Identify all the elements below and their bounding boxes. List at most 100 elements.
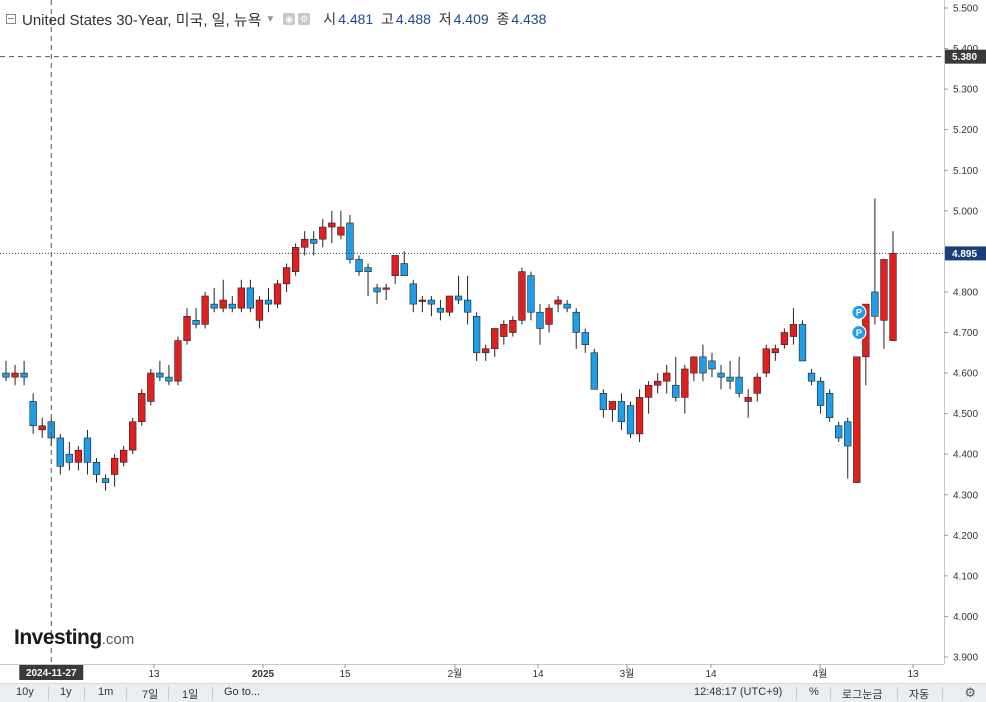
ohlc-readout: 시 4.481 고 4.488 저 4.409 종 4.438 — [323, 9, 546, 29]
crosshair-date-label: 2024-11-27 — [26, 668, 77, 679]
toolbar-divider — [212, 687, 213, 700]
investing-logo: Investing.com — [14, 626, 134, 650]
percent-toggle[interactable]: % — [809, 686, 819, 698]
price-tick-label: 5.500 — [953, 4, 978, 15]
time-axis[interactable]: 13 2025 15 2월 14 3월 14 4월 13 2024-11-27 — [0, 664, 944, 680]
candle-up — [789, 324, 798, 337]
candle-down — [2, 372, 10, 378]
candle-up — [74, 449, 83, 463]
candle-down — [165, 376, 173, 382]
price-tick-label: 4.100 — [953, 571, 978, 582]
price-tick-label: 4.300 — [953, 490, 978, 501]
candle-down — [473, 315, 481, 354]
time-tick-label: 2025 — [252, 669, 275, 680]
instrument-title: United States 30-Year, 미국, 일, 뉴욕 — [22, 11, 262, 29]
bottom-toolbar: 10y 1y 1m 7일 1일 Go to... 12:48:17 (UTC+9… — [0, 683, 986, 702]
time-tick-label: 2월 — [448, 668, 463, 680]
candle-down — [463, 299, 472, 313]
event-marker-icon[interactable] — [851, 324, 867, 341]
goto-button[interactable]: Go to... — [224, 686, 261, 698]
price-tick-label: 4.800 — [953, 287, 978, 298]
chart-area[interactable]: PP 5.5005.4005.3005.2005.1005.0004.9004.… — [0, 0, 986, 683]
candles-layer — [2, 198, 897, 491]
collapse-icon[interactable] — [6, 14, 16, 24]
price-tick-label: 3.900 — [953, 653, 978, 664]
time-tick-label: 4월 — [813, 668, 828, 680]
candle-up — [201, 295, 209, 325]
time-tick-label: 14 — [532, 669, 544, 680]
candle-up — [319, 226, 327, 240]
candle-up — [129, 421, 137, 451]
price-tick-label: 4.600 — [953, 369, 978, 380]
price-tick-label: 4.500 — [953, 409, 978, 420]
candle-down — [264, 299, 273, 305]
candle-up — [138, 393, 146, 423]
candle-down — [364, 267, 372, 272]
candle-up — [328, 222, 336, 228]
candle-up — [482, 348, 490, 354]
candle-up — [38, 425, 46, 431]
period-1m-button[interactable]: 1m — [98, 686, 114, 698]
candle-up — [219, 299, 227, 309]
period-1y-button[interactable]: 1y — [60, 686, 72, 698]
high-label: 고 — [381, 11, 394, 27]
candle-up — [608, 401, 617, 410]
crosshair-date-box — [19, 665, 84, 680]
crosshair-price-label: 5.380 — [952, 52, 977, 63]
price-tick-label: 4.200 — [953, 531, 978, 542]
price-tick-label: 5.000 — [953, 206, 978, 217]
candle-up — [282, 267, 291, 285]
candle-up — [337, 226, 345, 236]
toolbar-divider — [48, 687, 49, 700]
time-tick-label: 15 — [339, 669, 351, 680]
candle-down — [563, 303, 571, 309]
candle-down — [355, 259, 363, 272]
candle-up — [291, 247, 300, 272]
candle-down — [65, 453, 74, 463]
candle-up — [174, 340, 182, 382]
open-value: 4.481 — [338, 11, 374, 27]
candle-down — [409, 283, 417, 305]
candle-down — [83, 437, 92, 463]
candle-up — [853, 356, 861, 483]
candle-down — [192, 320, 200, 325]
log-scale-toggle[interactable]: 로그눈금 — [842, 689, 883, 701]
candle-up — [654, 380, 662, 386]
period-10y-button[interactable]: 10y — [16, 686, 34, 698]
auto-scale-toggle[interactable]: 자동 — [909, 689, 930, 701]
last-price-label-box — [945, 246, 986, 261]
candle-up — [681, 368, 689, 398]
event-marker-icon[interactable] — [851, 304, 867, 320]
candle-up — [491, 328, 499, 350]
event-marker-label: P — [856, 328, 862, 338]
candle-down — [246, 287, 255, 309]
logo-main: Investing — [14, 626, 102, 649]
candle-down — [717, 372, 725, 378]
candle-down — [708, 360, 716, 370]
candle-down — [346, 222, 354, 260]
close-label: 종 — [496, 11, 510, 27]
eye-icon[interactable]: ◉ — [283, 13, 296, 25]
candle-down — [427, 299, 436, 305]
candle-down — [29, 401, 37, 427]
toolbar-divider — [84, 687, 85, 700]
period-1d-button[interactable]: 1일 — [182, 689, 199, 701]
overlay-layer: PP — [0, 0, 944, 664]
candle-down — [672, 384, 680, 398]
price-axis[interactable]: 5.5005.4005.3005.2005.1005.0004.9004.800… — [944, 0, 986, 664]
settings-icon[interactable]: ⚙ — [298, 13, 311, 25]
toolbar-divider — [942, 687, 943, 700]
chevron-down-icon[interactable]: ▼ — [265, 13, 276, 25]
high-value: 4.488 — [395, 11, 431, 27]
candle-up — [110, 457, 119, 475]
candle-down — [156, 372, 164, 378]
event-marker-label: P — [856, 308, 862, 318]
price-tick-label: 4.700 — [953, 328, 978, 339]
period-7d-button[interactable]: 7일 — [142, 689, 159, 701]
candle-up — [500, 324, 508, 337]
candle-down — [536, 311, 544, 329]
last-price-label: 4.895 — [952, 249, 977, 260]
price-tick-label: 5.400 — [953, 44, 978, 55]
candle-down — [816, 380, 825, 406]
gear-icon[interactable]: ⚙ — [964, 685, 976, 700]
